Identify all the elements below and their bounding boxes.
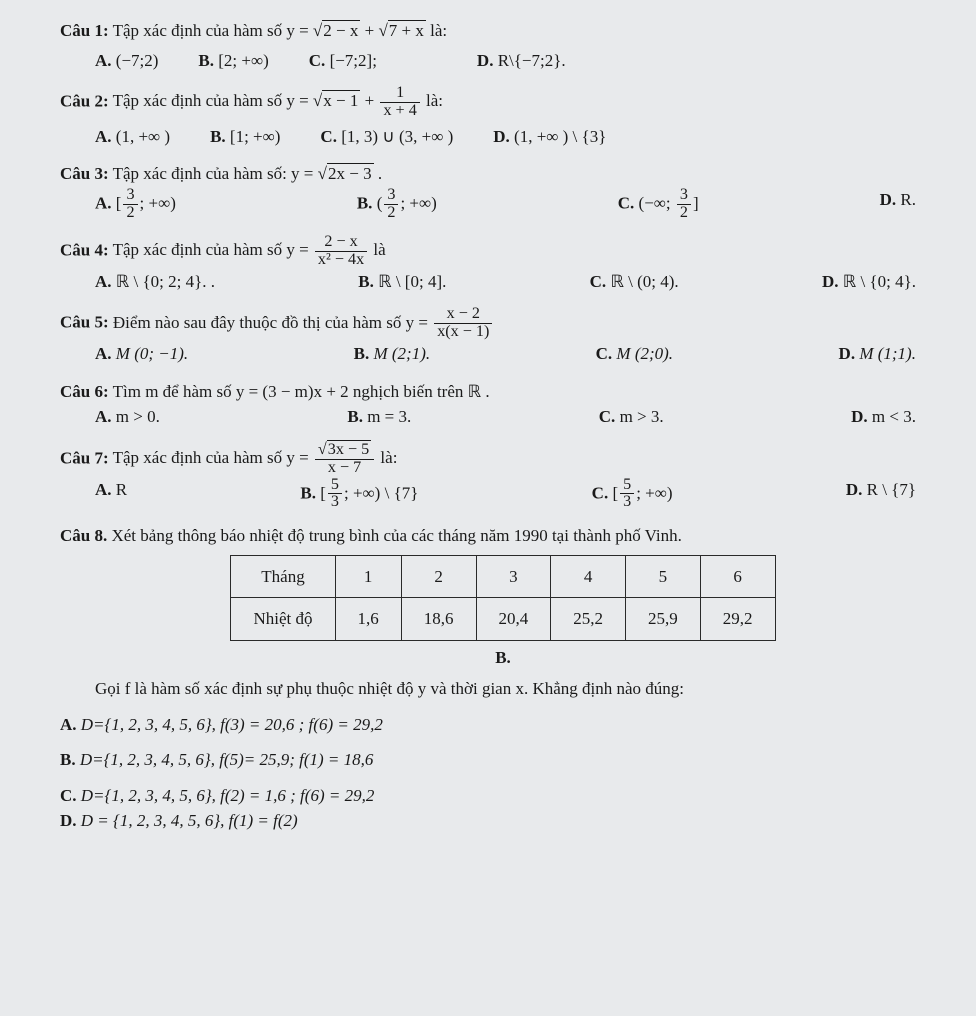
question-4: Câu 4: Tập xác định của hàm số y = 2 − x… — [60, 234, 946, 294]
q7-opt-b: B. [53; +∞) \ {7} — [300, 477, 418, 512]
question-1: Câu 1: Tập xác định của hàm số y = 2 − x… — [60, 18, 946, 73]
question-3: Câu 3: Tập xác định của hàm số: y = 2x −… — [60, 161, 946, 221]
q6-label: Câu 6: — [60, 382, 109, 401]
q8-opt-d: D. D = {1, 2, 3, 4, 5, 6}, f(1) = f(2) — [60, 808, 485, 834]
q3-opt-a: A. [32; +∞) — [95, 187, 176, 222]
q8-center-b: B. — [60, 645, 946, 671]
q7-opt-d: D. R \ {7} — [846, 477, 916, 512]
q7-opt-c: C. [53; +∞) — [592, 477, 673, 512]
q8-options: A. D={1, 2, 3, 4, 5, 6}, f(3) = 20,6 ; f… — [60, 712, 946, 834]
q6-opt-c: C. m > 3. — [599, 404, 664, 430]
question-2: Câu 2: Tập xác định của hàm số y = x − 1… — [60, 85, 946, 149]
q4-opt-a: A. ℝ \ {0; 2; 4}. . — [95, 269, 215, 295]
question-8: Câu 8. Xét bảng thông báo nhiệt độ trung… — [60, 523, 946, 834]
q4-opt-c: C. ℝ \ (0; 4). — [590, 269, 679, 295]
q3-opt-d: D. R. — [880, 187, 916, 222]
q5-text: Điểm nào sau đây thuộc đồ thị của hàm số… — [113, 313, 494, 332]
q3-label: Câu 3: — [60, 164, 109, 183]
q6-text: Tìm m để hàm số y = (3 − m)x + 2 nghịch … — [113, 382, 490, 401]
q7-label: Câu 7: — [60, 448, 109, 467]
q2-opt-b: B. [1; +∞) — [210, 124, 280, 150]
q4-text: Tập xác định của hàm số y = 2 − xx² − 4x… — [113, 240, 386, 259]
q1-opt-b: B. [2; +∞) — [198, 48, 268, 74]
q8-opt-c: C. D={1, 2, 3, 4, 5, 6}, f(2) = 1,6 ; f(… — [60, 783, 521, 809]
q5-opt-a: A. M (0; −1). — [95, 341, 188, 367]
q6-opt-b: B. m = 3. — [347, 404, 411, 430]
q7-opt-a: A. R — [95, 477, 127, 512]
q2-opt-a: A. (1, +∞ ) — [95, 124, 170, 150]
q6-opt-a: A. m > 0. — [95, 404, 160, 430]
q6-opt-d: D. m < 3. — [851, 404, 916, 430]
q3-options: A. [32; +∞) B. (32; +∞) C. (−∞; 32] D. R… — [95, 187, 916, 222]
q1-label: Câu 1: — [60, 21, 109, 40]
table-row: Nhiệt độ 1,6 18,6 20,4 25,2 25,9 29,2 — [231, 598, 775, 641]
q8-table: Tháng 1 2 3 4 5 6 Nhiệt độ 1,6 18,6 20,4… — [230, 555, 775, 641]
q5-label: Câu 5: — [60, 313, 109, 332]
q5-opt-b: B. M (2;1). — [354, 341, 431, 367]
q1-options: A. (−7;2) B. [2; +∞) C. [−7;2]; D. R\{−7… — [95, 48, 946, 74]
q2-opt-c: C. [1, 3) ∪ (3, +∞ ) — [320, 124, 453, 150]
q1-opt-a: A. (−7;2) — [95, 48, 158, 74]
table-row: Tháng 1 2 3 4 5 6 — [231, 555, 775, 598]
q8-opt-b: B. D={1, 2, 3, 4, 5, 6}, f(5)= 25,9; f(1… — [60, 747, 485, 773]
q4-options: A. ℝ \ {0; 2; 4}. . B. ℝ \ [0; 4]. C. ℝ … — [95, 269, 916, 295]
q2-text: Tập xác định của hàm số y = x − 1 + 1x +… — [113, 91, 443, 110]
q8-opt-a: A. D={1, 2, 3, 4, 5, 6}, f(3) = 20,6 ; f… — [60, 712, 521, 738]
question-6: Câu 6: Tìm m để hàm số y = (3 − m)x + 2 … — [60, 379, 946, 430]
question-5: Câu 5: Điểm nào sau đây thuộc đồ thị của… — [60, 306, 946, 366]
q5-options: A. M (0; −1). B. M (2;1). C. M (2;0). D.… — [95, 341, 916, 367]
q1-opt-c: C. [−7;2]; — [309, 48, 377, 74]
q2-label: Câu 2: — [60, 91, 109, 110]
q2-options: A. (1, +∞ ) B. [1; +∞) C. [1, 3) ∪ (3, +… — [95, 124, 946, 150]
q4-opt-d: D. ℝ \ {0; 4}. — [822, 269, 916, 295]
q4-label: Câu 4: — [60, 240, 109, 259]
q1-opt-d: D. R\{−7;2}. — [477, 48, 566, 74]
question-7: Câu 7: Tập xác định của hàm số y = 3x − … — [60, 442, 946, 512]
row-label: Tháng — [231, 555, 335, 598]
q8-text: Xét bảng thông báo nhiệt độ trung bình c… — [111, 526, 681, 545]
q3-opt-b: B. (32; +∞) — [357, 187, 437, 222]
q8-label: Câu 8. — [60, 526, 107, 545]
q1-text: Tập xác định của hàm số y = 2 − x + 7 + … — [113, 21, 448, 40]
q7-text: Tập xác định của hàm số y = 3x − 5x − 7 … — [113, 448, 398, 467]
q7-options: A. R B. [53; +∞) \ {7} C. [53; +∞) D. R … — [95, 477, 916, 512]
q3-opt-c: C. (−∞; 32] — [618, 187, 699, 222]
q2-opt-d: D. (1, +∞ ) \ {3} — [493, 124, 606, 150]
q4-opt-b: B. ℝ \ [0; 4]. — [358, 269, 446, 295]
q8-goi: Gọi f là hàm số xác định sự phụ thuộc nh… — [95, 676, 946, 702]
q5-opt-c: C. M (2;0). — [596, 341, 673, 367]
q6-options: A. m > 0. B. m = 3. C. m > 3. D. m < 3. — [95, 404, 916, 430]
row-label: Nhiệt độ — [231, 598, 335, 641]
q5-opt-d: D. M (1;1). — [839, 341, 916, 367]
q3-text: Tập xác định của hàm số: y = 2x − 3 . — [113, 164, 382, 183]
